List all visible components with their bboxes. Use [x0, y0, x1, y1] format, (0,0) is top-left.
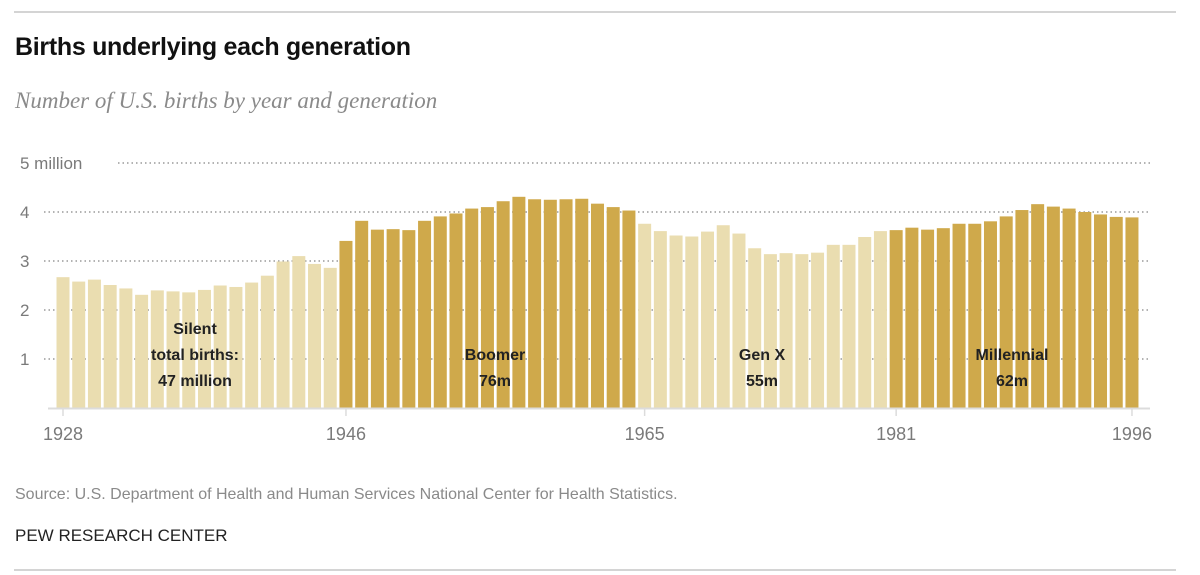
bar-1939: [229, 286, 243, 408]
bar-1935: [166, 291, 180, 408]
chart-subtitle: Number of U.S. births by year and genera…: [15, 88, 438, 113]
bar-1928: [56, 277, 70, 408]
gridlines: 1 2 3 4 5 million: [20, 154, 1150, 369]
bar-1963: [606, 207, 620, 408]
generation-labels: Silent total births: 47 million Boomer 76m Ge…: [151, 321, 1048, 390]
bar-1973: [763, 254, 777, 408]
bar-1933: [135, 294, 149, 408]
bar-1995: [1109, 216, 1123, 408]
bar-1943: [292, 256, 306, 408]
bar-1929: [72, 281, 86, 408]
bar-1965: [638, 223, 652, 408]
bar-1989: [1015, 210, 1029, 408]
generation-label: 76m: [479, 373, 511, 390]
bar-1986: [968, 223, 982, 408]
bar-1936: [182, 292, 196, 408]
bar-1969: [701, 231, 715, 408]
bar-1983: [921, 229, 935, 408]
generation-label: 47 million: [158, 373, 232, 390]
bar-1947: [355, 220, 369, 408]
bar-1960: [559, 199, 573, 408]
y-tick-label: 4: [20, 203, 29, 222]
x-tick-label: 1965: [625, 424, 665, 444]
bar-1977: [826, 244, 840, 408]
bar-1981: [889, 230, 903, 408]
bar-1940: [245, 282, 259, 408]
bar-1984: [936, 228, 950, 408]
bar-1949: [386, 229, 400, 408]
x-tick-label: 1946: [326, 424, 366, 444]
bottom-rule: [14, 569, 1176, 571]
births-bar-chart: 1 2 3 4 5 million 1928 1946 1965 1981 1996 Silen…: [20, 154, 1152, 444]
generation-label: total births:: [151, 347, 239, 364]
x-tick-label: 1928: [43, 424, 83, 444]
source-note: Source: U.S. Department of Health and Hu…: [15, 486, 678, 503]
bar-1979: [858, 236, 872, 408]
bar-1953: [449, 213, 463, 408]
bar-1952: [433, 216, 447, 408]
bar-1942: [276, 261, 290, 408]
bar-1992: [1062, 208, 1076, 408]
bar-1951: [418, 220, 432, 408]
generation-label: Millennial: [976, 347, 1049, 364]
bar-1982: [905, 227, 919, 408]
y-tick-label: 1: [20, 350, 29, 369]
bar-1978: [842, 244, 856, 408]
generation-label: Gen X: [739, 347, 786, 364]
bar-1993: [1078, 212, 1092, 408]
bar-1966: [653, 231, 667, 408]
bar-1972: [748, 248, 762, 408]
x-axis-ticks: 1928 1946 1965 1981 1996: [43, 408, 1152, 444]
bar-1946: [339, 240, 353, 408]
bar-1931: [103, 285, 117, 408]
bar-1991: [1046, 206, 1060, 408]
bar-1985: [952, 223, 966, 408]
generation-label: 55m: [746, 373, 778, 390]
bar-1976: [811, 252, 825, 408]
bar-1955: [480, 207, 494, 408]
y-tick-label: 2: [20, 301, 29, 320]
bar-1938: [213, 285, 227, 408]
bar-1994: [1094, 214, 1108, 408]
bar-1971: [732, 233, 746, 408]
bar-1980: [873, 231, 887, 408]
bar-1961: [575, 198, 589, 408]
bar-1988: [999, 216, 1013, 408]
bar-1941: [260, 275, 274, 408]
bar-1956: [496, 201, 510, 408]
y-tick-label: 5 million: [20, 154, 82, 173]
bar-1990: [1031, 204, 1045, 408]
bar-1930: [87, 279, 101, 408]
x-tick-label: 1981: [876, 424, 916, 444]
bar-1957: [512, 196, 526, 408]
bar-1964: [622, 210, 636, 408]
bar-1932: [119, 288, 133, 408]
bar-1967: [669, 235, 683, 408]
credit-label: PEW RESEARCH CENTER: [15, 526, 228, 545]
bar-1948: [370, 229, 384, 408]
generation-label: Silent: [173, 321, 217, 338]
bar-1987: [983, 221, 997, 408]
bar-1968: [685, 236, 699, 408]
x-tick-label: 1996: [1112, 424, 1152, 444]
bar-1975: [795, 254, 809, 408]
generation-label: 62m: [996, 373, 1028, 390]
bar-1950: [402, 230, 416, 408]
bar-1970: [716, 225, 730, 408]
bar-1944: [308, 263, 322, 408]
y-tick-label: 3: [20, 252, 29, 271]
bar-1959: [543, 199, 557, 408]
bars: [56, 196, 1139, 408]
bar-1934: [150, 290, 164, 408]
bar-1937: [197, 289, 211, 408]
bar-1945: [323, 267, 337, 408]
top-rule: [14, 11, 1176, 13]
bar-1974: [779, 253, 793, 408]
chart-title: Births underlying each generation: [15, 33, 411, 61]
bar-1962: [590, 203, 604, 408]
generation-label: Boomer: [465, 347, 525, 364]
bar-1958: [528, 199, 542, 408]
bar-1996: [1125, 217, 1139, 408]
bar-1954: [465, 208, 479, 408]
